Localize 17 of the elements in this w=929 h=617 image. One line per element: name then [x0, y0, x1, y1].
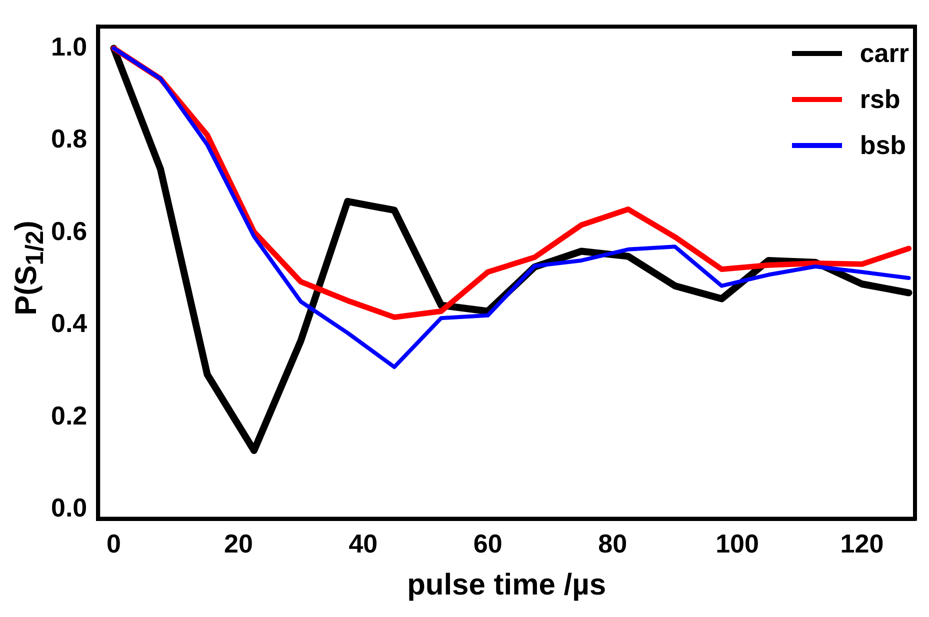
- y-tick-label: 0.0: [50, 492, 88, 523]
- x-tick-label: 20: [224, 528, 253, 559]
- legend-label: rsb: [860, 84, 900, 114]
- y-tick-label: 0.8: [50, 124, 88, 154]
- x-tick-label: 0: [106, 528, 121, 559]
- y-tick-label: 1.0: [50, 31, 88, 62]
- x-tick-label: 40: [348, 528, 378, 559]
- x-tick-label: 60: [473, 528, 502, 559]
- y-tick-label: 0.6: [50, 216, 88, 246]
- x-tick-label: 120: [840, 528, 884, 559]
- legend-label: carr: [860, 38, 909, 68]
- x-axis-title: pulse time /µs: [407, 568, 606, 602]
- x-tick-label: 80: [598, 528, 628, 559]
- y-tick-label: 0.4: [50, 308, 88, 338]
- legend-label: bsb: [860, 130, 906, 160]
- y-tick-label: 0.2: [50, 400, 88, 430]
- x-tick-label: 100: [716, 528, 759, 559]
